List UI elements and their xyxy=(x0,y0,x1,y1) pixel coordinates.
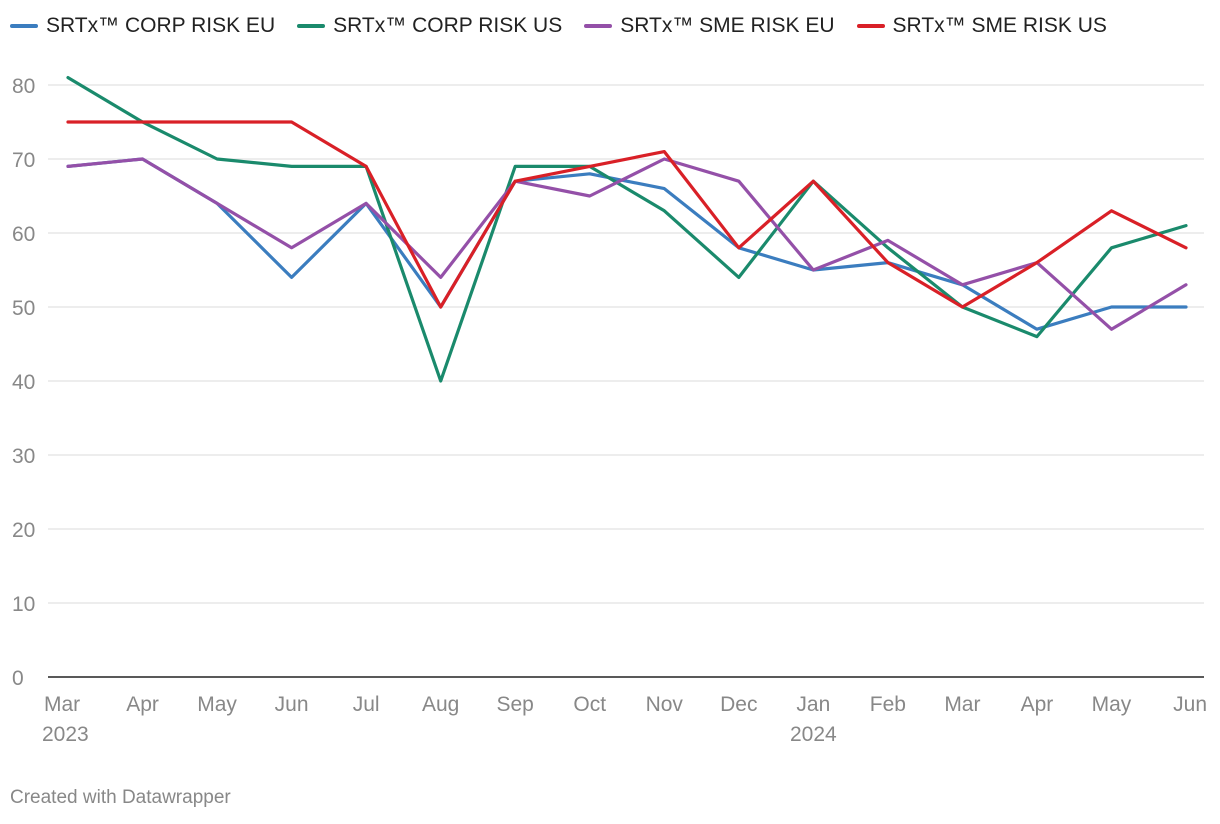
x-tick-label: Jun xyxy=(275,693,309,716)
y-tick-label: 80 xyxy=(12,75,35,98)
legend-item: SRTx™ SME RISK EU xyxy=(584,14,835,38)
legend-label: SRTx™ CORP RISK EU xyxy=(46,14,276,37)
x-tick-label: Feb xyxy=(870,693,906,716)
series-line-3 xyxy=(66,120,1188,309)
x-year-label: 2023 xyxy=(42,723,89,746)
x-tick-label: Jun xyxy=(1173,693,1207,716)
x-tick-label: Apr xyxy=(126,693,159,716)
x-axis-tick-labels: Mar Apr May Jun Jul Aug Sep Oct Nov Dec Jan Feb Mar A… xyxy=(42,693,1207,746)
legend-swatch xyxy=(856,24,885,28)
legend-label: SRTx™ CORP RISK US xyxy=(333,14,563,37)
y-tick-label: 40 xyxy=(12,371,35,394)
x-tick-label: Oct xyxy=(573,693,606,716)
y-tick-label: 20 xyxy=(12,519,35,542)
legend-swatch xyxy=(297,24,326,28)
x-year-label: 2024 xyxy=(790,723,837,746)
x-tick-label: Aug xyxy=(422,693,459,716)
y-tick-label: 30 xyxy=(12,445,35,468)
x-tick-label: Dec xyxy=(720,693,757,716)
legend-label: SRTx™ SME RISK EU xyxy=(620,14,835,37)
x-tick-label: May xyxy=(1092,693,1132,716)
legend-label: SRTx™ SME RISK US xyxy=(892,14,1107,37)
x-tick-label: Apr xyxy=(1021,693,1054,716)
x-tick-label: Jul xyxy=(353,693,380,716)
chart-legend: SRTx™ CORP RISK EU SRTx™ CORP RISK US SRTx… xyxy=(10,14,1107,38)
x-tick-label: Nov xyxy=(646,693,684,716)
x-tick-label: Mar xyxy=(944,693,980,716)
y-tick-label: 0 xyxy=(12,667,24,690)
series-line-2 xyxy=(66,157,1188,331)
series-lines xyxy=(66,75,1188,383)
legend-item: SRTx™ SME RISK US xyxy=(856,14,1107,38)
series-line-0 xyxy=(66,157,1188,331)
x-tick-label: Sep xyxy=(497,693,534,716)
y-tick-label: 50 xyxy=(12,297,35,320)
y-tick-label: 10 xyxy=(12,593,35,616)
credit-text: Created with Datawrapper xyxy=(10,787,231,808)
y-tick-label: 70 xyxy=(12,149,35,172)
x-tick-label: May xyxy=(197,693,237,716)
y-tick-label: 60 xyxy=(12,223,35,246)
grid-lines xyxy=(48,84,1204,604)
legend-swatch xyxy=(584,24,613,28)
legend-swatch xyxy=(10,24,38,28)
y-axis-tick-labels: 0 10 20 30 40 50 60 70 80 xyxy=(12,75,35,690)
legend-item: SRTx™ CORP RISK EU xyxy=(10,14,275,38)
legend-item: SRTx™ CORP RISK US xyxy=(297,14,562,38)
x-tick-label: Jan xyxy=(796,693,830,716)
series-line-1 xyxy=(66,75,1188,383)
x-tick-label: Mar xyxy=(44,693,80,716)
